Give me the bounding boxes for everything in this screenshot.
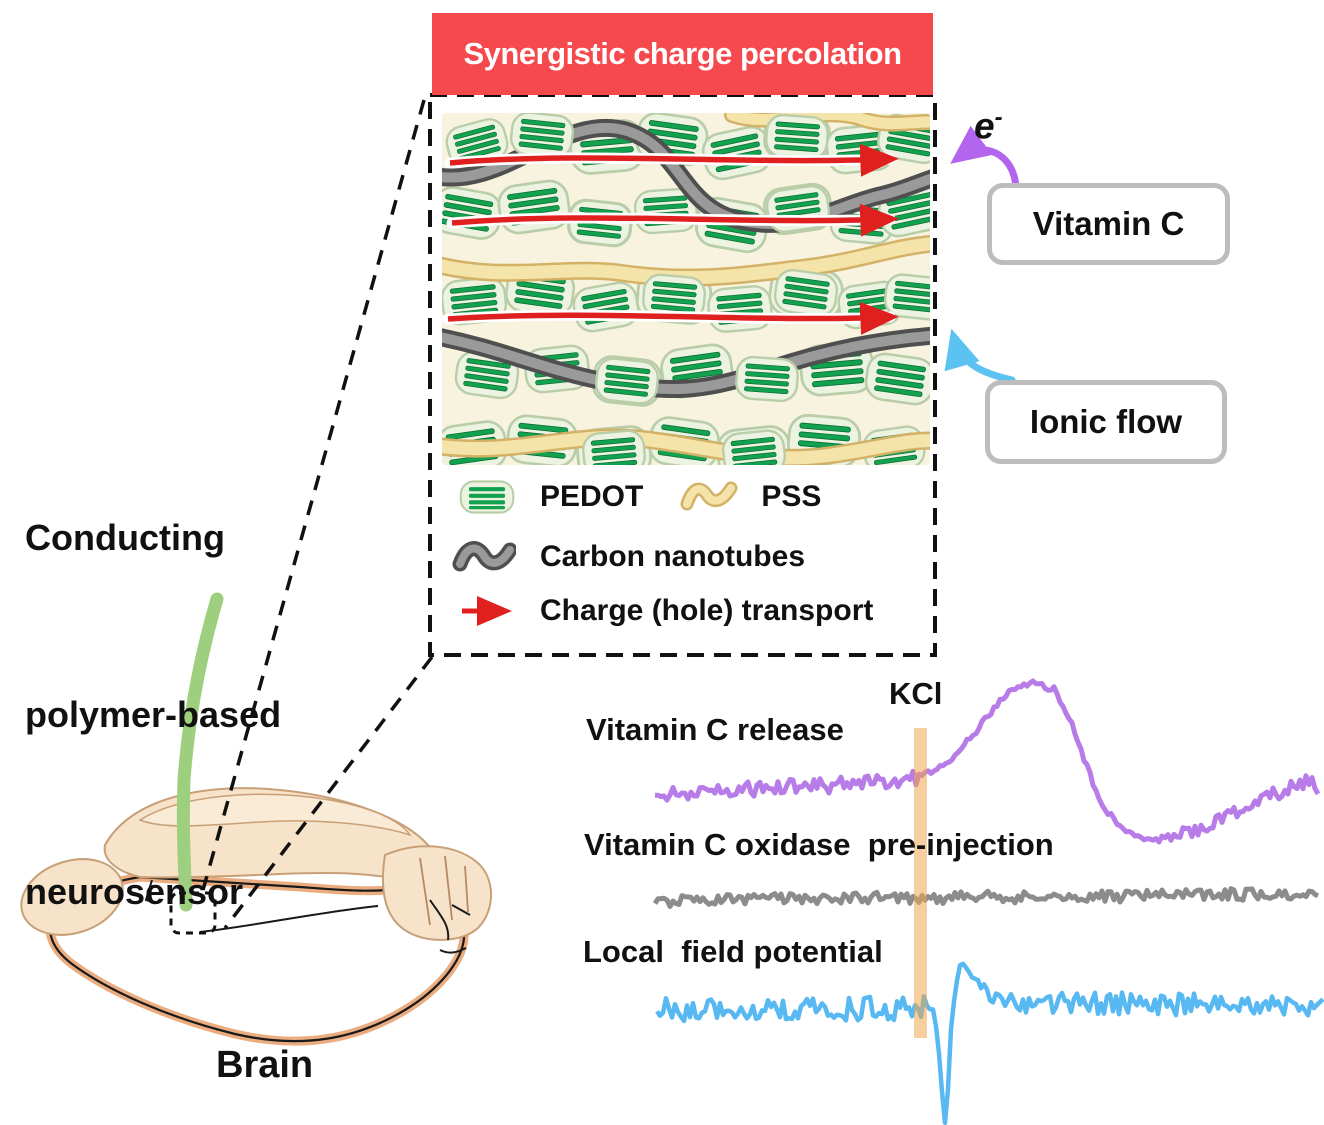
banner: Synergistic charge percolation — [432, 13, 933, 95]
pedot-grain — [773, 268, 839, 318]
legend-row-cnt: Carbon nanotubes — [452, 537, 805, 577]
callout-line-bottom — [223, 655, 434, 930]
neurosensor-probe — [176, 592, 224, 912]
vitamin-c-label: Vitamin C — [1032, 205, 1185, 242]
oxidase-preinjection-label: Vitamin C oxidase pre-injection — [584, 827, 1054, 862]
ionic-flow-box: Ionic flow — [985, 380, 1227, 464]
pedot-grain — [765, 184, 831, 234]
brain-label: Brain — [216, 1044, 314, 1086]
electron-transfer-arrow — [950, 125, 1020, 192]
pedot-grain — [864, 352, 930, 406]
banner-title: Synergistic charge percolation — [463, 36, 902, 71]
callout-target-square — [169, 891, 217, 935]
legend-label-charge: Charge (hole) transport — [540, 594, 874, 627]
oxidase-preinjection-trace — [652, 886, 1320, 909]
legend-label-pedot: PEDOT — [540, 480, 644, 513]
kcl-label: KCl — [889, 676, 943, 711]
device-title-line2: polymer-based — [25, 694, 282, 735]
charge-transport-arrow — [447, 301, 899, 335]
device-title-line1: Conducting — [25, 517, 225, 558]
pedot-grain — [721, 429, 787, 465]
vitamin-c-release-trace — [654, 678, 1321, 845]
inset-dashed-border — [428, 93, 937, 657]
local-field-potential-label: Local field potential — [583, 934, 883, 969]
pedot-grain — [509, 113, 575, 159]
device-title: Conducting polymer-based neurosensor — [25, 390, 281, 1039]
ionic-flow-label: Ionic flow — [1029, 403, 1183, 440]
olfactory-bulb — [20, 858, 124, 936]
ionic-flow-arrow — [944, 328, 1016, 384]
pedot-grain — [497, 179, 571, 235]
cerebellum-folds — [419, 855, 469, 926]
legend-label-cnt: Carbon nanotubes — [540, 540, 806, 573]
device-title-line3: neurosensor — [25, 871, 244, 912]
pedot-grain — [594, 357, 660, 405]
pedot-grain — [765, 113, 829, 161]
charge-transport-arrow — [451, 203, 899, 237]
legend-label-pss: PSS — [761, 480, 822, 513]
weave-illustration — [442, 113, 930, 465]
pss-icon — [680, 481, 738, 511]
pedot-icon — [459, 480, 515, 514]
flow-arrows — [944, 125, 1020, 384]
pedot-grain — [582, 429, 646, 465]
brain-outline — [48, 875, 466, 1043]
brain-inner-lines — [144, 879, 471, 954]
pedot-grain — [701, 125, 773, 181]
pedot-grain — [883, 273, 930, 321]
traces-plot — [652, 678, 1324, 1125]
callout-line-top — [201, 99, 426, 891]
cortex-ridge — [138, 793, 412, 837]
kcl-stimulus-band — [914, 728, 927, 1038]
vitamin-c-release-label: Vitamin C release — [586, 712, 844, 747]
vitamin-c-box: Vitamin C — [987, 183, 1230, 265]
carbon-nanotube-icon — [452, 541, 516, 572]
pedot-grain — [735, 355, 799, 403]
local-field-potential-trace — [655, 961, 1324, 1125]
pedot-grain — [707, 285, 773, 333]
cerebellum — [381, 845, 493, 941]
charge-transport-arrow — [449, 143, 899, 177]
electron-label: e- — [974, 104, 1003, 147]
zoom-callout — [169, 93, 937, 935]
electron-superscript: - — [994, 104, 1003, 131]
legend-row-charge: Charge (hole) transport — [456, 594, 873, 628]
legend-row-pedot-pss: PEDOT PSS — [458, 478, 821, 516]
charge-arrow-icon — [462, 596, 512, 626]
